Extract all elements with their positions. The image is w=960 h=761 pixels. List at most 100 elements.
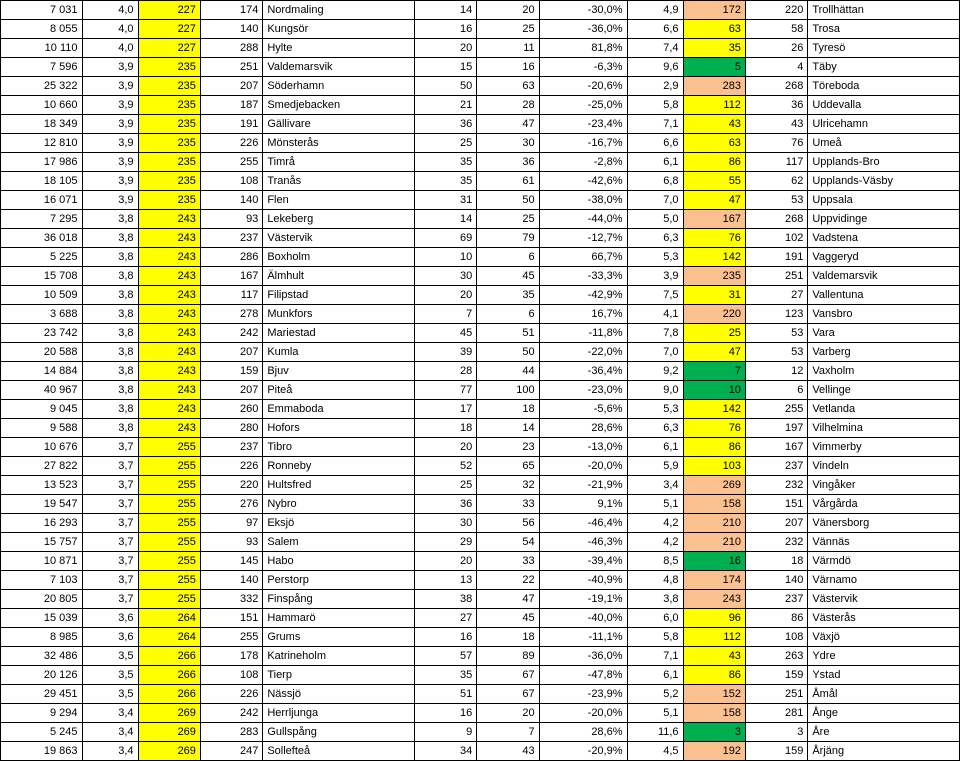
table-cell: -44,0% (539, 210, 627, 229)
table-cell: 226 (200, 685, 262, 704)
table-cell: 7,1 (627, 115, 683, 134)
table-cell: Ronneby (263, 457, 415, 476)
table-cell: 117 (200, 286, 262, 305)
table-cell: 3,8 (82, 305, 138, 324)
table-cell: 3,5 (82, 666, 138, 685)
table-cell: Täby (808, 58, 960, 77)
table-cell: 268 (745, 210, 807, 229)
table-cell: 36 (745, 96, 807, 115)
table-cell: Upplands-Bro (808, 153, 960, 172)
table-cell: -5,6% (539, 400, 627, 419)
table-cell: 207 (200, 343, 262, 362)
table-cell: -47,8% (539, 666, 627, 685)
table-cell: Nässjö (263, 685, 415, 704)
table-cell: 255 (138, 495, 200, 514)
table-row: 14 8843,8243159Bjuv2844-36,4%9,2712Vaxho… (1, 362, 960, 381)
table-cell: 227 (138, 39, 200, 58)
table-cell: 58 (745, 20, 807, 39)
table-row: 15 7573,725593Salem2954-46,3%4,2210232Vä… (1, 533, 960, 552)
table-row: 36 0183,8243237Västervik6979-12,7%6,3761… (1, 229, 960, 248)
table-cell: 14 884 (1, 362, 83, 381)
table-cell: Varberg (808, 343, 960, 362)
table-cell: 28 (477, 96, 539, 115)
table-cell: 269 (138, 742, 200, 761)
table-row: 9 5883,8243280Hofors181428,6%6,376197Vil… (1, 419, 960, 438)
table-row: 7 2953,824393Lekeberg1425-44,0%5,0167268… (1, 210, 960, 229)
table-cell: Timrå (263, 153, 415, 172)
table-cell: 7 (477, 723, 539, 742)
table-row: 12 8103,9235226Mönsterås2530-16,7%6,6637… (1, 134, 960, 153)
table-cell: 6 (477, 248, 539, 267)
table-cell: 11 (477, 39, 539, 58)
table-cell: Töreboda (808, 77, 960, 96)
table-cell: 108 (200, 172, 262, 191)
table-cell: -16,7% (539, 134, 627, 153)
table-cell: 237 (745, 457, 807, 476)
table-cell: 20 (414, 438, 476, 457)
table-cell: 18 (477, 400, 539, 419)
table-cell: 251 (200, 58, 262, 77)
table-cell: 3,4 (82, 742, 138, 761)
table-cell: 86 (745, 609, 807, 628)
table-cell: 266 (138, 647, 200, 666)
table-cell: 86 (683, 666, 745, 685)
table-cell: 25 (683, 324, 745, 343)
table-cell: 7 596 (1, 58, 83, 77)
table-cell: 43 (683, 647, 745, 666)
table-cell: 20 (414, 552, 476, 571)
table-cell: 5,9 (627, 457, 683, 476)
table-cell: 43 (683, 115, 745, 134)
table-cell: 18 (477, 628, 539, 647)
table-cell: Vadstena (808, 229, 960, 248)
table-cell: 76 (683, 419, 745, 438)
table-cell: Mönsterås (263, 134, 415, 153)
table-cell: 207 (745, 514, 807, 533)
table-cell: 3,9 (82, 115, 138, 134)
table-cell: -22,0% (539, 343, 627, 362)
table-cell: 34 (414, 742, 476, 761)
table-cell: 50 (477, 191, 539, 210)
table-cell: 69 (414, 229, 476, 248)
table-cell: 29 (414, 533, 476, 552)
table-cell: 43 (477, 742, 539, 761)
table-cell: 243 (138, 210, 200, 229)
table-cell: 16 071 (1, 191, 83, 210)
table-cell: 14 (414, 1, 476, 20)
table-cell: 332 (200, 590, 262, 609)
table-cell: 152 (683, 685, 745, 704)
table-cell: 9,1% (539, 495, 627, 514)
table-cell: 3,7 (82, 533, 138, 552)
table-cell: 255 (745, 400, 807, 419)
table-cell: Eksjö (263, 514, 415, 533)
table-cell: -38,0% (539, 191, 627, 210)
table-cell: 2,9 (627, 77, 683, 96)
table-cell: Vara (808, 324, 960, 343)
table-cell: 266 (138, 666, 200, 685)
table-cell: 18 349 (1, 115, 83, 134)
table-cell: 167 (745, 438, 807, 457)
table-cell: 16 (477, 58, 539, 77)
table-row: 10 6763,7255237Tibro2023-13,0%6,186167Vi… (1, 438, 960, 457)
table-cell: Flen (263, 191, 415, 210)
table-cell: 9 (414, 723, 476, 742)
table-cell: 6,1 (627, 438, 683, 457)
table-row: 15 7083,8243167Älmhult3045-33,3%3,923525… (1, 267, 960, 286)
table-cell: 235 (138, 77, 200, 96)
table-cell: 242 (200, 324, 262, 343)
table-cell: 3,8 (82, 400, 138, 419)
table-cell: 7 (414, 305, 476, 324)
table-cell: 30 (414, 267, 476, 286)
table-cell: 174 (200, 1, 262, 20)
table-cell: 30 (477, 134, 539, 153)
table-cell: 4,1 (627, 305, 683, 324)
table-cell: Nybro (263, 495, 415, 514)
table-cell: 227 (138, 20, 200, 39)
table-cell: 102 (745, 229, 807, 248)
table-cell: 243 (138, 324, 200, 343)
table-cell: Hylte (263, 39, 415, 58)
table-cell: 3,9 (82, 58, 138, 77)
table-cell: -30,0% (539, 1, 627, 20)
table-cell: 10 (414, 248, 476, 267)
table-cell: 67 (477, 685, 539, 704)
table-cell: 243 (138, 286, 200, 305)
